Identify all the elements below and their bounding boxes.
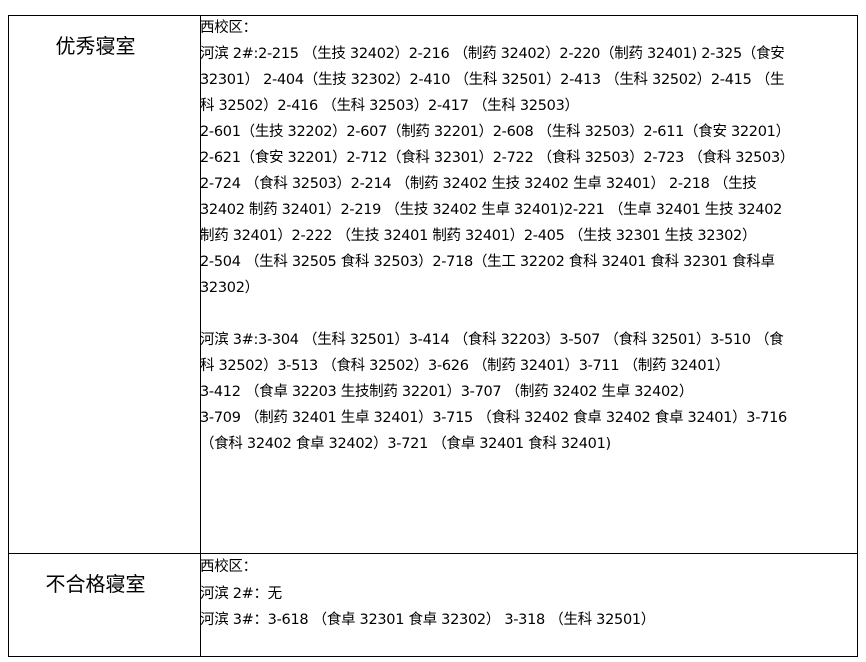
column-divider (200, 16, 201, 656)
unqualified-dorm-label: 不合格寝室 (45, 572, 146, 596)
dorm-list-line: 科 32502）2-416 （生科 32503）2-417 （生科 32503） (200, 98, 579, 114)
dorm-list-line: 西校区： (200, 20, 257, 36)
dorm-list-line: 2-621（食安 32201）2-712（食科 32301）2-722 （食科 … (200, 150, 795, 166)
dorm-list-line: 制药 32401）2-222 （生技 32401 制药 32401）2-405 … (200, 228, 757, 244)
dorm-list-line: 32402 制药 32401）2-219 （生技 32402 生卓 32401)… (200, 202, 783, 218)
dorm-list-line: 2-724 （食科 32503）2-214 （制药 32402 生技 32402… (200, 176, 757, 192)
dorm-list-line: 32302） (200, 280, 259, 296)
dorm-list-line: 3-412 （食卓 32203 生技制药 32201）3-707 （制药 324… (200, 384, 694, 400)
dorm-list-line: 2-504 （生科 32505 食科 32503）2-718（生工 32202 … (200, 254, 775, 270)
excellent-dorm-label: 优秀寝室 (55, 34, 136, 58)
dorm-list-line: 2-601（生技 32202）2-607（制药 32201）2-608 （生科 … (200, 124, 790, 140)
dorm-list-line: 西校区： (200, 559, 257, 575)
dormitory-table (8, 15, 858, 657)
dorm-list-line: 3-709 （制药 32401 生卓 32401）3-715 （食科 32402… (200, 410, 787, 426)
dorm-list-line: 河滨 3#:3-304 （生科 32501）3-414 （食科 32203）3-… (200, 332, 784, 348)
dorm-list-line: （食科 32402 食卓 32402）3-721 （食卓 32401 食科 32… (200, 436, 611, 452)
dorm-list-line: 河滨 2#:2-215 （生技 32402）2-216 （制药 32402）2-… (200, 46, 785, 62)
dorm-list-line: 科 32502）3-513 （食科 32502）3-626 （制药 32401）… (200, 358, 730, 374)
dorm-list-line: 河滨 3#：3-618 （食卓 32301 食卓 32302） 3-318 （生… (200, 612, 655, 628)
row-divider (9, 553, 857, 554)
dorm-list-line: 32301） 2-404（生技 32302）2-410 （生科 32501）2-… (200, 72, 785, 88)
dorm-list-line: 河滨 2#：无 (200, 585, 282, 602)
